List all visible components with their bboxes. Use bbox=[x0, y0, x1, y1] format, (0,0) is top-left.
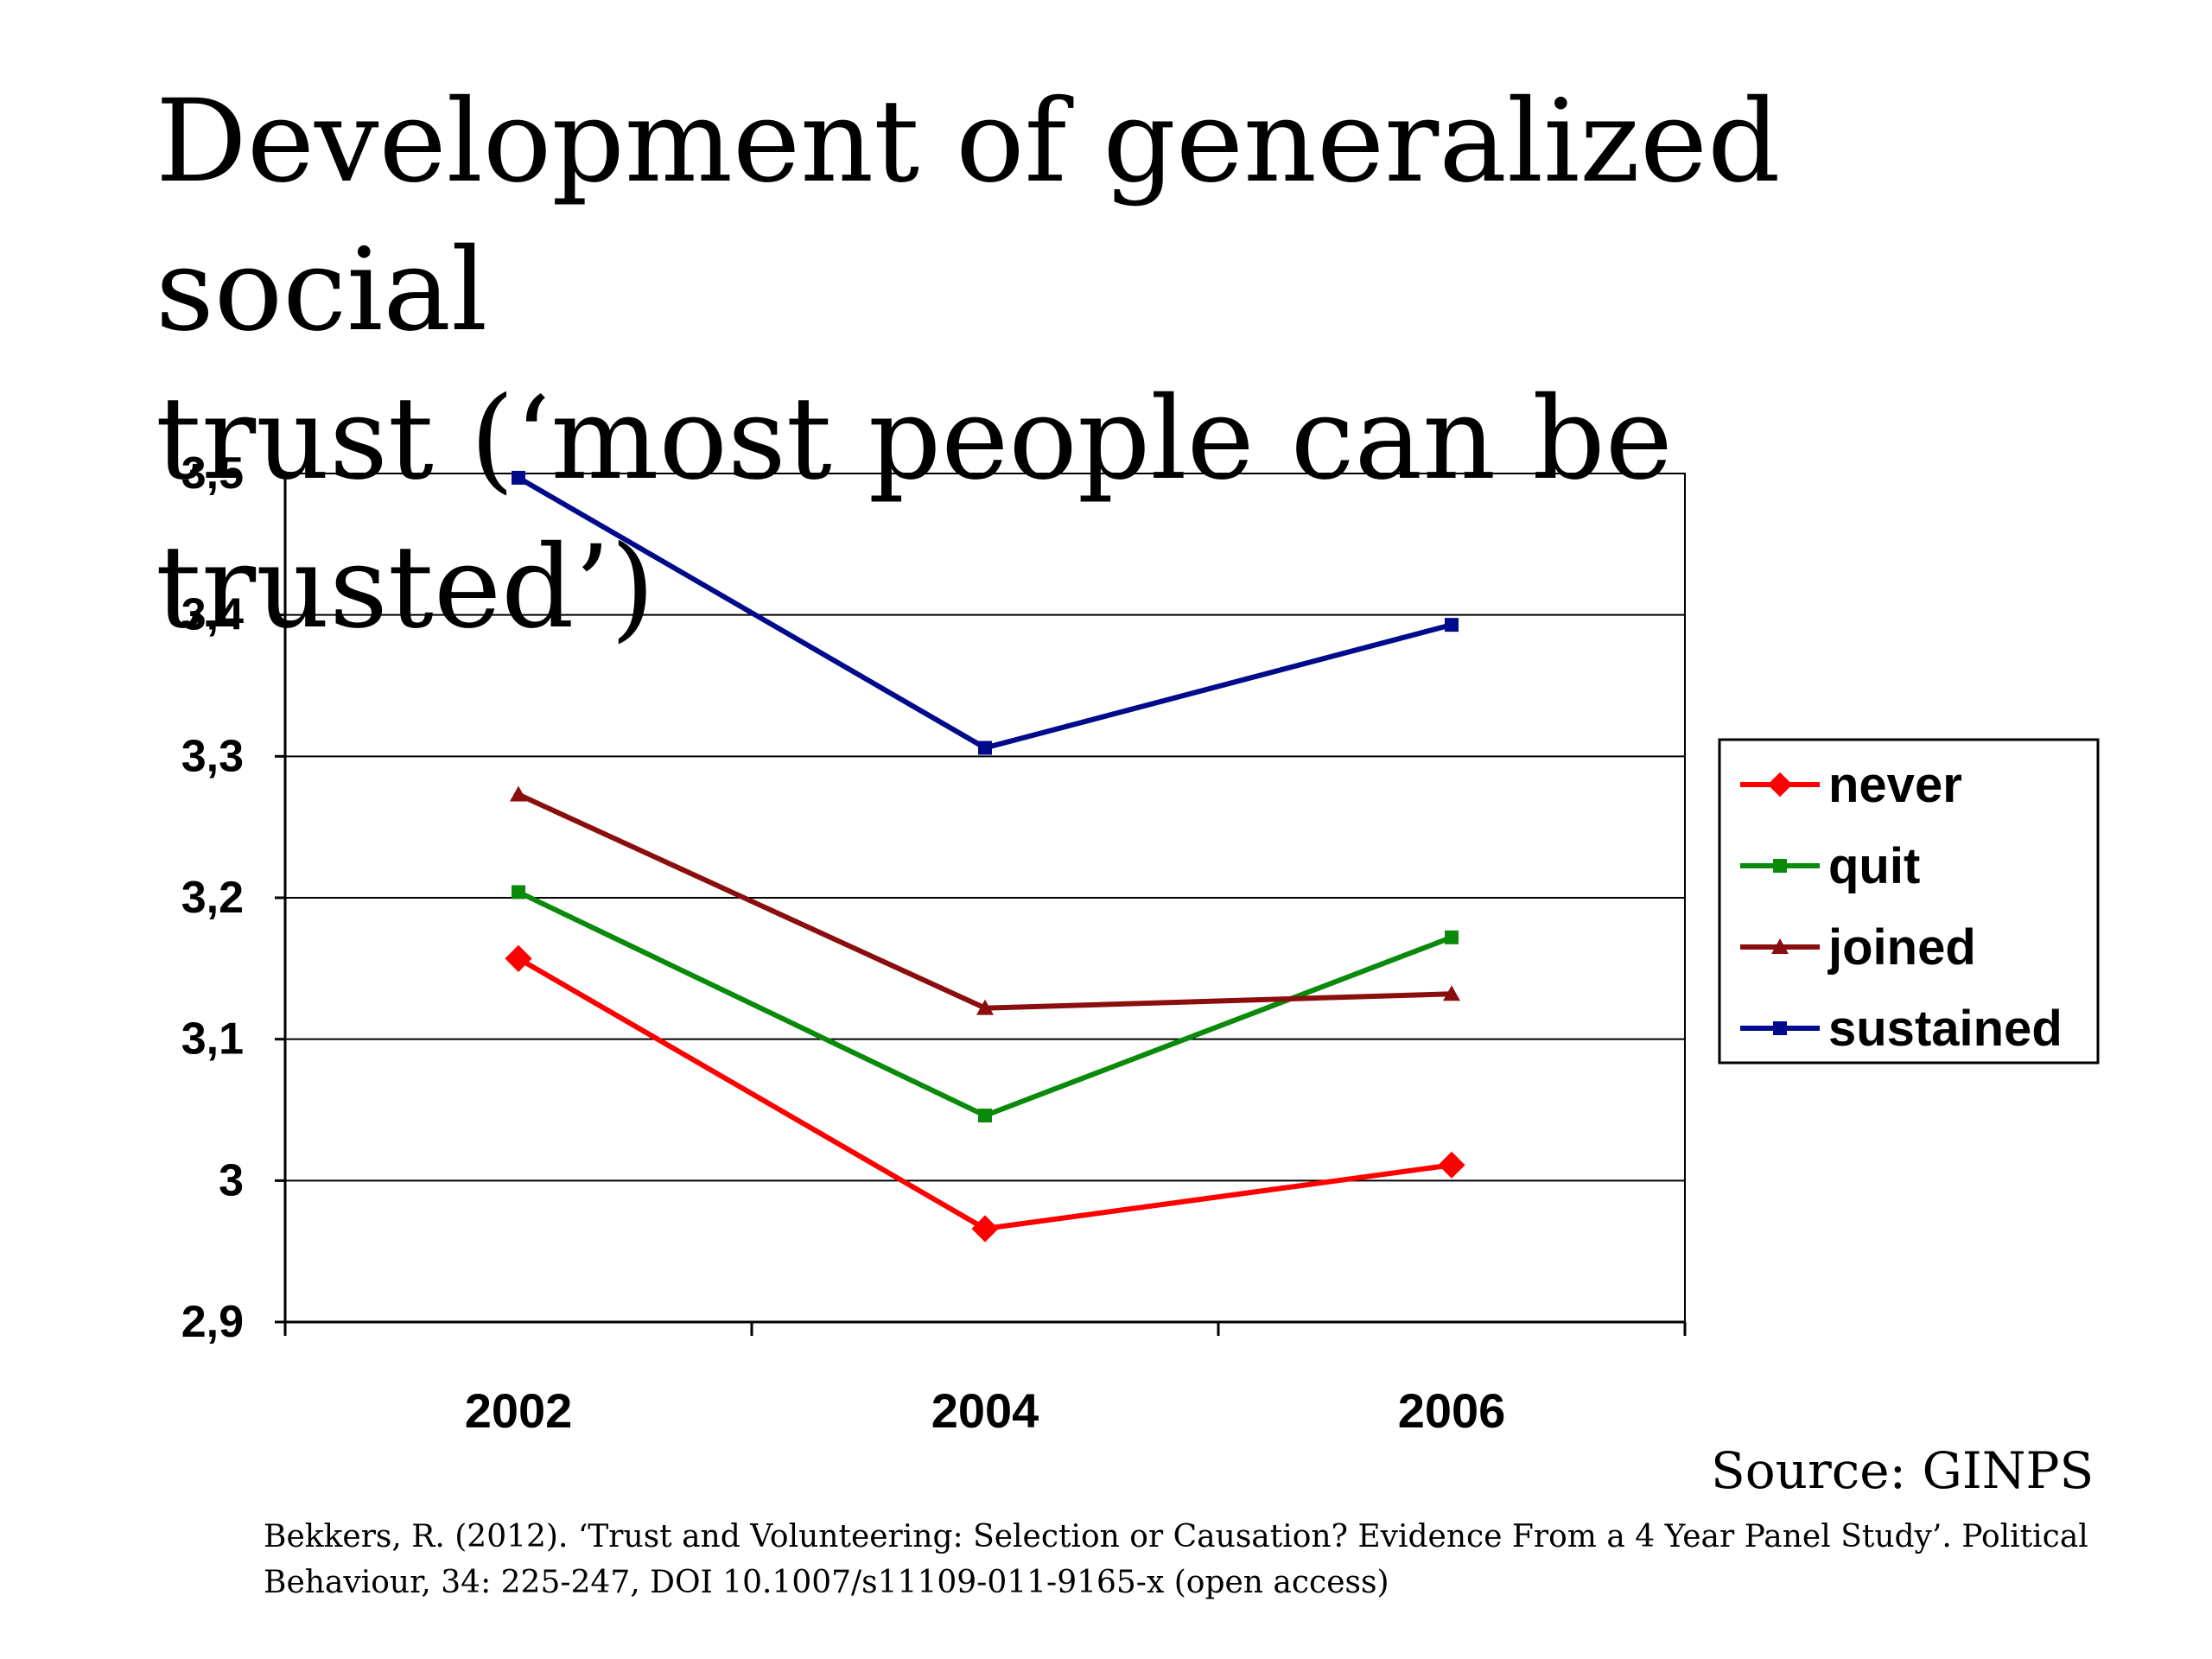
y-tick-label: 3,1 bbox=[181, 1014, 244, 1065]
legend-swatch-marker bbox=[1771, 938, 1789, 954]
data-point-joined bbox=[976, 999, 994, 1015]
x-tick-label: 2004 bbox=[931, 1383, 1039, 1438]
data-point-quit bbox=[512, 885, 525, 899]
series-line-joined bbox=[517, 791, 1452, 1011]
y-tick-label: 3 bbox=[219, 1155, 244, 1205]
data-point-joined bbox=[510, 785, 527, 802]
legend-swatch-marker bbox=[1773, 1021, 1787, 1035]
data-point-never bbox=[505, 944, 532, 972]
data-point-sustained bbox=[1445, 618, 1459, 632]
data-point-never bbox=[1438, 1151, 1465, 1179]
chart-series bbox=[505, 470, 1465, 1243]
legend-swatch-marker bbox=[1767, 772, 1793, 798]
legend-label-joined: joined bbox=[1827, 919, 1976, 976]
citation: Bekkers, R. (2012). ‘Trust and Volunteer… bbox=[264, 1514, 2173, 1605]
data-point-never bbox=[971, 1215, 999, 1243]
chart-legend: never quit joined sustained bbox=[1718, 738, 2100, 1065]
chart-axes: 2,9 3 3,1 3,2 3,3 3,4 3,5 2002 2004 2006 bbox=[181, 448, 1687, 1438]
y-tick-label: 3,2 bbox=[181, 873, 244, 923]
source-note: Source: GINPS bbox=[1711, 1441, 2094, 1500]
legend-label-never: never bbox=[1828, 757, 1962, 813]
slide-title: Development of generalized social trust … bbox=[156, 67, 2100, 662]
data-point-quit bbox=[1445, 930, 1459, 944]
citation-line-1: Bekkers, R. (2012). ‘Trust and Volunteer… bbox=[264, 1519, 2088, 1554]
x-tick-label: 2002 bbox=[465, 1383, 573, 1438]
data-point-joined bbox=[1443, 985, 1460, 1001]
legend-label-quit: quit bbox=[1828, 838, 1920, 894]
citation-line-2: Behaviour, 34: 225-247, DOI 10.1007/s111… bbox=[264, 1565, 1389, 1600]
data-point-sustained bbox=[512, 470, 525, 485]
y-tick-label: 2,9 bbox=[181, 1297, 244, 1347]
y-tick-label: 3,3 bbox=[181, 731, 244, 781]
legend-swatch-marker bbox=[1773, 859, 1787, 873]
series-line-sustained bbox=[517, 475, 1452, 751]
data-point-quit bbox=[978, 1109, 992, 1123]
legend-label-sustained: sustained bbox=[1828, 1001, 2063, 1057]
chart-gridlines bbox=[285, 473, 1685, 1182]
y-tick-label: 3,4 bbox=[181, 590, 244, 640]
title-line-2: trust (‘most people can be trusted’) bbox=[156, 372, 1673, 654]
data-point-sustained bbox=[978, 741, 992, 755]
x-tick-label: 2006 bbox=[1398, 1383, 1506, 1438]
y-tick-label: 3,5 bbox=[181, 448, 244, 499]
title-line-1: Development of generalized social bbox=[156, 75, 1781, 357]
